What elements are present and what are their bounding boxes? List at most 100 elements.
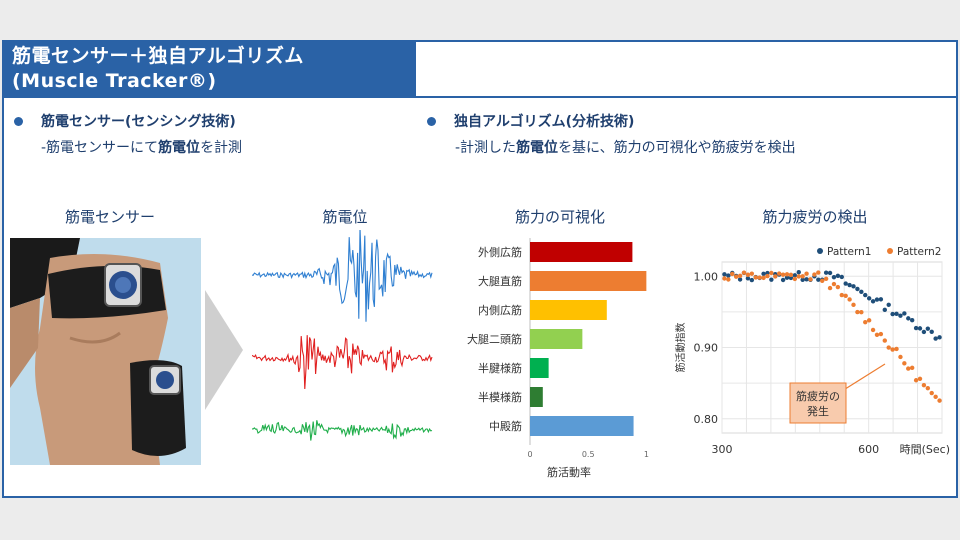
scatter-point-2 — [753, 275, 758, 280]
scatter-point-2 — [878, 331, 884, 337]
left-bullet-title: 筋電センサー(センシング技術) — [41, 114, 236, 130]
scatter-point-1 — [722, 272, 727, 277]
scatter-point-1 — [827, 270, 833, 276]
annotation-text: 筋疲労の — [796, 389, 840, 403]
scatter-point-2 — [851, 302, 856, 308]
scatter-point-1 — [749, 277, 755, 283]
scatter-point-2 — [839, 292, 844, 298]
scatter-point-2 — [863, 319, 868, 325]
scatter-point-2 — [792, 276, 798, 282]
title-banner: 筋電センサー＋独自アルゴリズム (Muscle Tracker®) — [2, 40, 416, 98]
scatter-point-2 — [823, 276, 829, 282]
scatter-point-2 — [788, 272, 794, 277]
scatter-point-1 — [839, 274, 844, 280]
scatter-point-2 — [769, 270, 774, 276]
right-bullet-sub: -計測した筋電位を基に、筋力の可視化や筋疲労を検出 — [455, 137, 796, 157]
left-bullet-title-row: 筋電センサー(センシング技術) — [14, 111, 236, 131]
scatter-point-1 — [909, 318, 915, 323]
scatter-point-1 — [784, 275, 790, 280]
scatter-point-2 — [886, 345, 891, 350]
scatter-point-2 — [913, 378, 919, 383]
bar-category-label: 外側広筋 — [478, 245, 522, 259]
scatter-point-1 — [765, 270, 770, 276]
bar-category-label: 半模様筋 — [478, 390, 522, 404]
scatter-point-1 — [745, 276, 751, 281]
left-bullet-sub-prefix: -筋電センサーにて — [41, 140, 159, 156]
bar-2 — [530, 300, 607, 320]
scatter-point-1 — [796, 269, 801, 275]
legend-label-1: Pattern1 — [827, 246, 871, 258]
emg-wave-blue — [252, 230, 433, 322]
scatter-point-2 — [730, 271, 735, 277]
scatter-point-2 — [902, 361, 907, 366]
scatter-point-1 — [921, 329, 927, 335]
bar-tick-label: 1 — [644, 450, 649, 459]
left-bullet-sub-bold: 筋電位 — [158, 140, 201, 156]
scatter-point-1 — [913, 325, 919, 331]
scatter-point-2 — [757, 275, 762, 280]
scatter-point-2 — [843, 293, 848, 299]
scatter-point-1 — [894, 311, 899, 317]
scatter-point-2 — [925, 385, 931, 391]
scatter-point-2 — [737, 273, 743, 279]
scatter-point-2 — [847, 297, 852, 302]
scatter-point-2 — [906, 366, 911, 371]
chevron-arrow-icon — [205, 290, 243, 410]
scatter-point-2 — [937, 398, 942, 403]
scatter-point-2 — [917, 376, 923, 381]
bar-3 — [530, 329, 583, 349]
scatter-point-1 — [792, 273, 798, 278]
scatter-point-2 — [882, 338, 887, 343]
scatter-point-2 — [777, 271, 782, 276]
bar-5 — [530, 387, 543, 407]
bar-category-label: 大腿直筋 — [478, 274, 522, 288]
bar-1 — [530, 271, 647, 291]
scatter-point-2 — [874, 332, 880, 337]
scatter-point-1 — [788, 275, 794, 281]
scatter-point-2 — [855, 309, 860, 315]
left-bullet-sub: -筋電センサーにて筋電位を計測 — [41, 137, 242, 157]
bar-tick-label: 0 — [527, 450, 532, 459]
scatter-point-2 — [722, 276, 727, 281]
scatter-point-1 — [890, 311, 895, 317]
scatter-point-1 — [863, 292, 868, 298]
sensor-photo — [10, 238, 201, 465]
right-bullet-sub-bold: 筋電位 — [516, 140, 559, 156]
section-label-sensor: 筋電センサー — [64, 208, 155, 226]
right-bullet-title-row: 独自アルゴリズム(分析技術) — [427, 111, 634, 131]
right-bullet-title: 独自アルゴリズム(分析技術) — [454, 114, 635, 130]
bar-6 — [530, 416, 634, 436]
scatter-point-2 — [808, 277, 813, 282]
scatter-point-2 — [921, 382, 927, 388]
bullet-dot — [427, 116, 436, 126]
scatter-point-1 — [761, 271, 766, 277]
scatter-point-1 — [898, 313, 903, 318]
scatter-point-1 — [804, 277, 809, 282]
scatter-point-2 — [831, 281, 837, 287]
scatter-point-2 — [835, 284, 841, 290]
fatigue-scatter-chart: 1.00 0.90 0.80 300 600 時間(Sec) 筋活動指数 Pattern1 Pa… — [674, 246, 950, 456]
bar-category-label: 半腱様筋 — [478, 361, 522, 375]
scatter-y-tick-label: 1.00 — [694, 270, 719, 283]
scatter-point-2 — [726, 277, 731, 282]
scatter-point-1 — [800, 277, 805, 282]
scatter-point-2 — [733, 274, 739, 279]
scatter-point-1 — [906, 316, 911, 321]
scatter-point-2 — [804, 271, 809, 276]
scatter-point-1 — [835, 273, 841, 279]
legend-marker-2 — [887, 248, 893, 254]
scatter-point-1 — [726, 273, 731, 278]
bullet-dot — [14, 116, 23, 126]
scatter-point-2 — [812, 272, 817, 277]
scatter-point-1 — [780, 277, 786, 283]
bar-category-label: 中殿筋 — [489, 419, 522, 433]
scatter-point-1 — [866, 296, 872, 301]
bar-0 — [530, 242, 633, 262]
scatter-point-1 — [917, 326, 923, 331]
scatter-point-1 — [823, 270, 829, 275]
annotation-text: 発生 — [807, 404, 829, 418]
scatter-y-axis-label: 筋活動指数 — [674, 323, 687, 373]
left-bullet-sub-suffix: を計測 — [200, 140, 243, 156]
scatter-point-2 — [773, 274, 778, 279]
title-underline — [416, 96, 958, 98]
